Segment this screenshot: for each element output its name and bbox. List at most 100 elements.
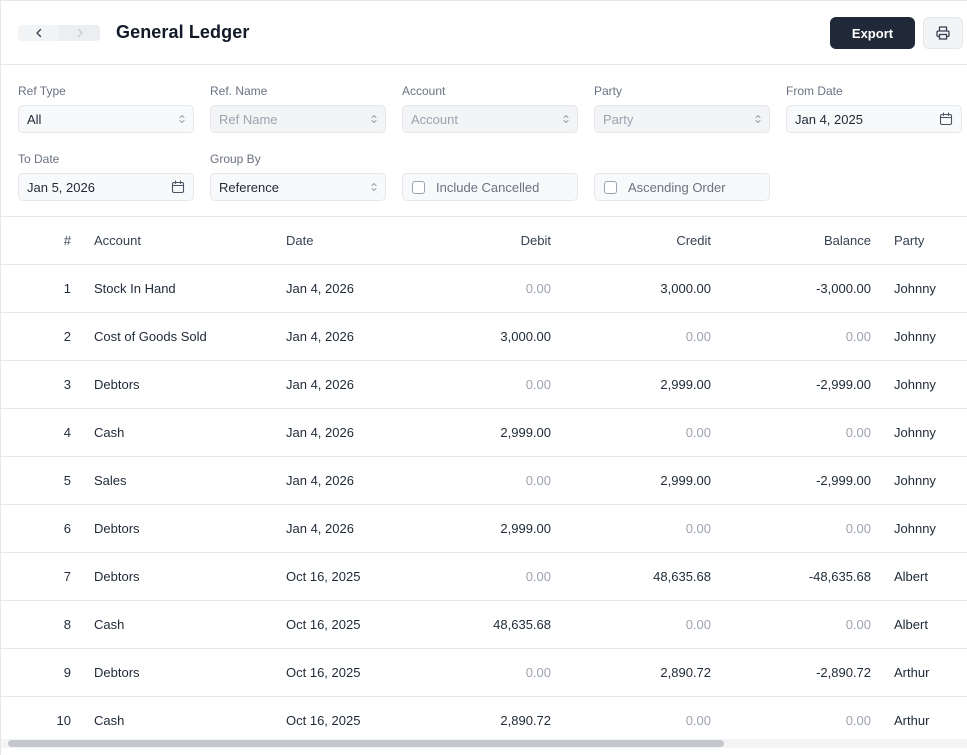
calendar-icon[interactable] — [939, 112, 953, 126]
cell-party: Johnny — [894, 377, 936, 392]
cell-party: Arthur — [894, 713, 930, 728]
cell-party: Johnny — [894, 425, 936, 440]
to-date-input[interactable]: Jan 5, 2026 — [18, 173, 194, 201]
cell-account: Cash — [94, 713, 125, 728]
column-header-account: Account — [94, 233, 141, 248]
table-row[interactable]: 7 Debtors Oct 16, 2025 0.00 48,635.68 -48,635… — [1, 553, 967, 601]
filter-panel: Ref Type All Ref. Name Ref Name Account … — [1, 65, 967, 217]
from-date-value: Jan 4, 2025 — [795, 111, 863, 127]
cell-num: 9 — [63, 665, 71, 680]
ref-type-label: Ref Type — [18, 84, 66, 98]
cell-num: 8 — [63, 617, 71, 632]
to-date-filter: To Date Jan 5, 2026 — [18, 151, 194, 201]
export-button[interactable]: Export — [830, 17, 915, 49]
select-arrows-icon — [563, 114, 569, 124]
page-header: General Ledger Export — [1, 1, 967, 65]
table-row[interactable]: 5 Sales Jan 4, 2026 0.00 2,999.00 -2,999.00 Jo… — [1, 457, 967, 505]
include-cancelled-filter: Include Cancelled — [402, 173, 578, 201]
cell-account: Debtors — [94, 521, 140, 536]
account-select[interactable]: Account — [402, 105, 578, 133]
cell-balance: 0.00 — [845, 425, 871, 440]
include-cancelled-checkbox[interactable]: Include Cancelled — [402, 173, 578, 201]
cell-debit: 0.00 — [525, 281, 551, 296]
table-row[interactable]: 2 Cost of Goods Sold Jan 4, 2026 3,000.00 0.… — [1, 313, 967, 361]
cell-credit: 0.00 — [685, 329, 711, 344]
ref-name-select[interactable]: Ref Name — [210, 105, 386, 133]
cell-debit: 0.00 — [525, 665, 551, 680]
group-by-value: Reference — [219, 179, 279, 195]
horizontal-scrollbar[interactable] — [1, 739, 967, 748]
cell-debit: 0.00 — [525, 377, 551, 392]
group-by-select[interactable]: Reference — [210, 173, 386, 201]
cell-credit: 0.00 — [685, 425, 711, 440]
header-actions: Export — [830, 17, 963, 49]
table-row[interactable]: 10 Cash Oct 16, 2025 2,890.72 0.00 0.00 Arthur — [1, 697, 967, 745]
cell-debit: 3,000.00 — [500, 329, 551, 344]
account-label: Account — [402, 84, 446, 98]
ref-name-label: Ref. Name — [210, 84, 268, 98]
column-header-date: Date — [286, 233, 314, 248]
cell-account: Debtors — [94, 377, 140, 392]
cell-date: Jan 4, 2026 — [286, 377, 354, 392]
select-arrows-icon — [179, 114, 185, 124]
back-button[interactable] — [18, 25, 59, 41]
column-header-balance: Balance — [824, 233, 871, 248]
table-row[interactable]: 1 Stock In Hand Jan 4, 2026 0.00 3,000.00 -3,… — [1, 265, 967, 313]
account-filter: Account Account — [402, 83, 578, 133]
ref-type-select[interactable]: All — [18, 105, 194, 133]
cell-account: Cash — [94, 617, 125, 632]
cell-num: 4 — [63, 425, 71, 440]
party-filter: Party Party — [594, 83, 770, 133]
chevron-left-icon — [35, 28, 41, 37]
party-select[interactable]: Party — [594, 105, 770, 133]
cell-date: Oct 16, 2025 — [286, 713, 361, 728]
table-row[interactable]: 8 Cash Oct 16, 2025 48,635.68 0.00 0.00 Albert — [1, 601, 967, 649]
cell-date: Jan 4, 2026 — [286, 473, 354, 488]
table-body: 1 Stock In Hand Jan 4, 2026 0.00 3,000.00 -3,… — [1, 265, 967, 745]
cell-debit: 0.00 — [525, 569, 551, 584]
cell-num: 1 — [63, 281, 71, 296]
cell-debit: 2,999.00 — [500, 521, 551, 536]
table-row[interactable]: 4 Cash Jan 4, 2026 2,999.00 0.00 0.00 Johnny — [1, 409, 967, 457]
checkbox-box[interactable] — [604, 180, 617, 194]
ref-type-filter: Ref Type All — [18, 83, 194, 133]
cell-date: Oct 16, 2025 — [286, 665, 361, 680]
ref-name-placeholder: Ref Name — [219, 111, 278, 127]
table-row[interactable]: 9 Debtors Oct 16, 2025 0.00 2,890.72 -2,890.7… — [1, 649, 967, 697]
cell-party: Johnny — [894, 473, 936, 488]
cell-account: Sales — [94, 473, 127, 488]
cell-debit: 0.00 — [525, 473, 551, 488]
scrollbar-thumb[interactable] — [8, 740, 724, 747]
ascending-order-filter: Ascending Order — [594, 173, 770, 201]
cell-credit: 2,999.00 — [660, 377, 711, 392]
cell-account: Cost of Goods Sold — [94, 329, 207, 344]
group-by-filter: Group By Reference — [210, 151, 386, 201]
cell-balance: -3,000.00 — [816, 281, 871, 296]
ascending-order-checkbox[interactable]: Ascending Order — [594, 173, 770, 201]
include-cancelled-label: Include Cancelled — [436, 179, 540, 195]
cell-balance: 0.00 — [845, 329, 871, 344]
cell-balance: -2,999.00 — [816, 473, 871, 488]
checkbox-box[interactable] — [412, 180, 425, 194]
column-header-party: Party — [894, 233, 925, 248]
account-placeholder: Account — [411, 111, 458, 127]
table-row[interactable]: 6 Debtors Jan 4, 2026 2,999.00 0.00 0.00 Johnn… — [1, 505, 967, 553]
from-date-input[interactable]: Jan 4, 2025 — [786, 105, 962, 133]
calendar-icon[interactable] — [171, 180, 185, 194]
table-header-row: # Account Date Debit Credit Balance Part… — [1, 217, 967, 265]
cell-credit: 2,999.00 — [660, 473, 711, 488]
to-date-value: Jan 5, 2026 — [27, 179, 95, 195]
cell-party: Albert — [894, 569, 928, 584]
cell-balance: 0.00 — [845, 713, 871, 728]
group-by-label: Group By — [210, 152, 261, 166]
cell-credit: 0.00 — [685, 521, 711, 536]
table-row[interactable]: 3 Debtors Jan 4, 2026 0.00 2,999.00 -2,999.00… — [1, 361, 967, 409]
party-placeholder: Party — [603, 111, 634, 127]
print-button[interactable] — [923, 17, 963, 49]
select-arrows-icon — [371, 114, 377, 124]
cell-debit: 2,999.00 — [500, 425, 551, 440]
cell-account: Stock In Hand — [94, 281, 176, 296]
forward-button[interactable] — [59, 24, 100, 41]
ref-name-filter: Ref. Name Ref Name — [210, 83, 386, 133]
